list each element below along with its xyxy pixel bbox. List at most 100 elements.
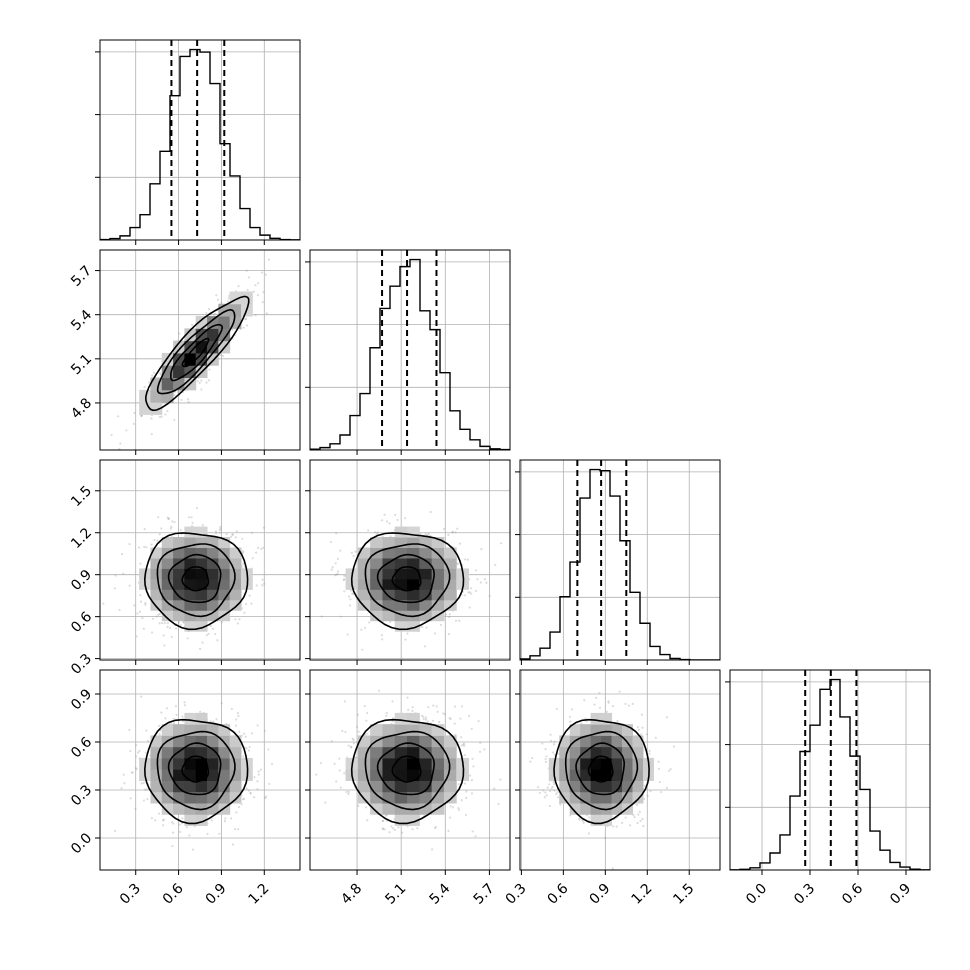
density-cell (382, 757, 396, 770)
sample-point (351, 592, 354, 595)
sample-point (470, 792, 474, 795)
sample-point (141, 617, 144, 620)
density-cell (195, 780, 208, 793)
sample-point (365, 719, 368, 722)
density-cell (161, 746, 174, 759)
density-cell (173, 547, 185, 559)
contour-0 (181, 566, 210, 592)
sample-point (389, 535, 392, 538)
sample-point (214, 312, 217, 315)
sample-point (343, 772, 346, 775)
sample-point (179, 528, 182, 532)
sample-point (123, 782, 126, 785)
sample-point (339, 549, 342, 552)
density-cell (195, 340, 208, 354)
sample-point (265, 795, 268, 798)
sample-point (159, 372, 162, 375)
density-cell (394, 620, 408, 632)
sample-point (227, 296, 230, 300)
sample-point (423, 645, 427, 648)
sample-point (368, 621, 371, 624)
sample-point (196, 380, 199, 383)
y-tick-label: 4.8 (68, 395, 95, 422)
sample-point (493, 787, 496, 790)
sample-point (422, 715, 425, 718)
sample-point (181, 720, 185, 723)
sample-point (157, 724, 161, 727)
sample-point (260, 271, 263, 274)
sample-point (118, 608, 121, 612)
sample-point (138, 749, 141, 753)
sample-point (245, 269, 248, 272)
sample-point (347, 595, 351, 598)
density-cell (407, 599, 420, 611)
sample-point (474, 835, 477, 838)
density-cell (407, 735, 420, 748)
sample-point (449, 805, 452, 808)
sample-point (261, 578, 264, 581)
density-cell (382, 547, 396, 559)
sample-point (140, 414, 143, 417)
density-cell (161, 377, 174, 391)
density-cell (218, 780, 231, 793)
sample-point (406, 632, 409, 635)
sample-point (130, 771, 133, 774)
histogram-0 (100, 48, 300, 240)
density-cell (184, 526, 197, 538)
density-cell (173, 599, 185, 611)
density-cell (184, 780, 197, 793)
sample-point (349, 589, 353, 592)
density-cell (195, 316, 208, 329)
sample-point (464, 558, 467, 561)
sample-point (137, 751, 140, 754)
sample-point (241, 537, 244, 540)
sample-point (355, 725, 359, 728)
density-cell (394, 780, 408, 793)
density-cell (431, 735, 445, 748)
density-cell (150, 402, 163, 415)
sample-point (181, 715, 184, 718)
sample-point (263, 729, 266, 732)
density-cell (184, 757, 197, 770)
density-cell (407, 780, 420, 793)
density-cell (394, 769, 408, 781)
scatter-layer (315, 689, 502, 851)
density-cell (173, 537, 185, 548)
contour-3 (143, 718, 249, 825)
sample-point (129, 797, 132, 800)
sample-point (227, 300, 230, 303)
sample-point (338, 757, 341, 760)
density-cell (431, 589, 445, 601)
sample-point (257, 546, 260, 550)
density-cell (431, 537, 445, 548)
density-cell (419, 537, 433, 548)
sample-point (426, 720, 429, 723)
y-tick-label: 0.6 (68, 609, 95, 636)
density-cell (207, 724, 219, 736)
sample-point (145, 546, 148, 549)
sample-point (480, 548, 483, 551)
sample-point (374, 531, 377, 534)
sample-point (128, 728, 131, 732)
sample-point (463, 753, 466, 757)
sample-point (237, 805, 241, 809)
sample-point (178, 823, 181, 826)
sample-point (411, 709, 414, 713)
sample-point (356, 713, 359, 716)
sample-point (259, 768, 262, 771)
sample-point (244, 318, 247, 321)
sample-point (198, 647, 202, 650)
density-cell (443, 578, 457, 590)
sample-point (238, 730, 241, 733)
sample-point (230, 817, 233, 820)
sample-point (145, 729, 148, 732)
sample-point (242, 562, 245, 565)
density-cell (161, 389, 174, 403)
sample-point (460, 736, 463, 739)
sample-point (500, 542, 503, 545)
sample-point (454, 733, 457, 736)
contour-0 (181, 337, 210, 368)
density-cell (229, 316, 242, 329)
sample-point (167, 517, 170, 520)
density-cell (161, 757, 174, 770)
